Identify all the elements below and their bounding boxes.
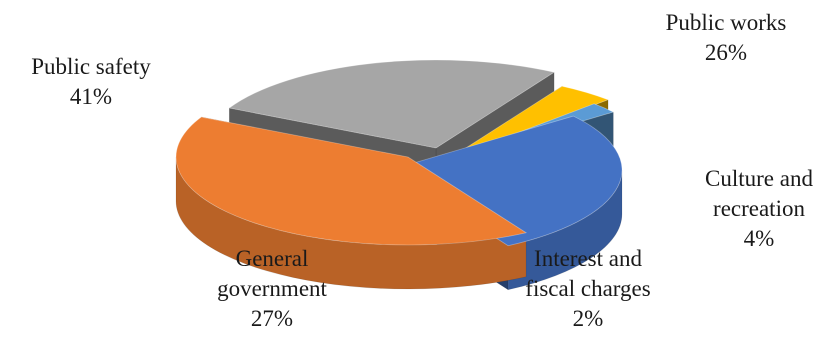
label-general-government-name-2: government: [217, 276, 327, 301]
label-interest-fiscal-pct: 2%: [572, 306, 604, 331]
label-public-works-name: Public works: [665, 10, 787, 35]
label-culture-recreation: Culture and recreation 4%: [684, 164, 833, 254]
label-general-government-pct: 27%: [250, 306, 294, 331]
label-culture-recreation-name-2: recreation: [713, 196, 805, 221]
pie-slices: [175, 59, 623, 291]
label-interest-fiscal-name-1: Interest and: [534, 246, 642, 271]
label-general-government-name-1: General: [235, 246, 309, 271]
label-general-government: General government 27%: [182, 244, 362, 334]
label-interest-fiscal: Interest and fiscal charges 2%: [498, 244, 678, 334]
label-public-safety: Public safety 41%: [6, 52, 176, 112]
label-culture-recreation-name-1: Culture and: [705, 166, 813, 191]
slice-public-works: [228, 59, 556, 149]
label-public-safety-pct: 41%: [69, 84, 113, 109]
label-public-works: Public works 26%: [636, 8, 816, 68]
label-interest-fiscal-name-2: fiscal charges: [525, 276, 651, 301]
slice-public-safety: [175, 116, 528, 246]
slice-general-government: [389, 115, 623, 247]
label-public-works-pct: 26%: [704, 40, 748, 65]
label-culture-recreation-pct: 4%: [743, 226, 775, 251]
label-public-safety-name: Public safety: [31, 54, 151, 79]
